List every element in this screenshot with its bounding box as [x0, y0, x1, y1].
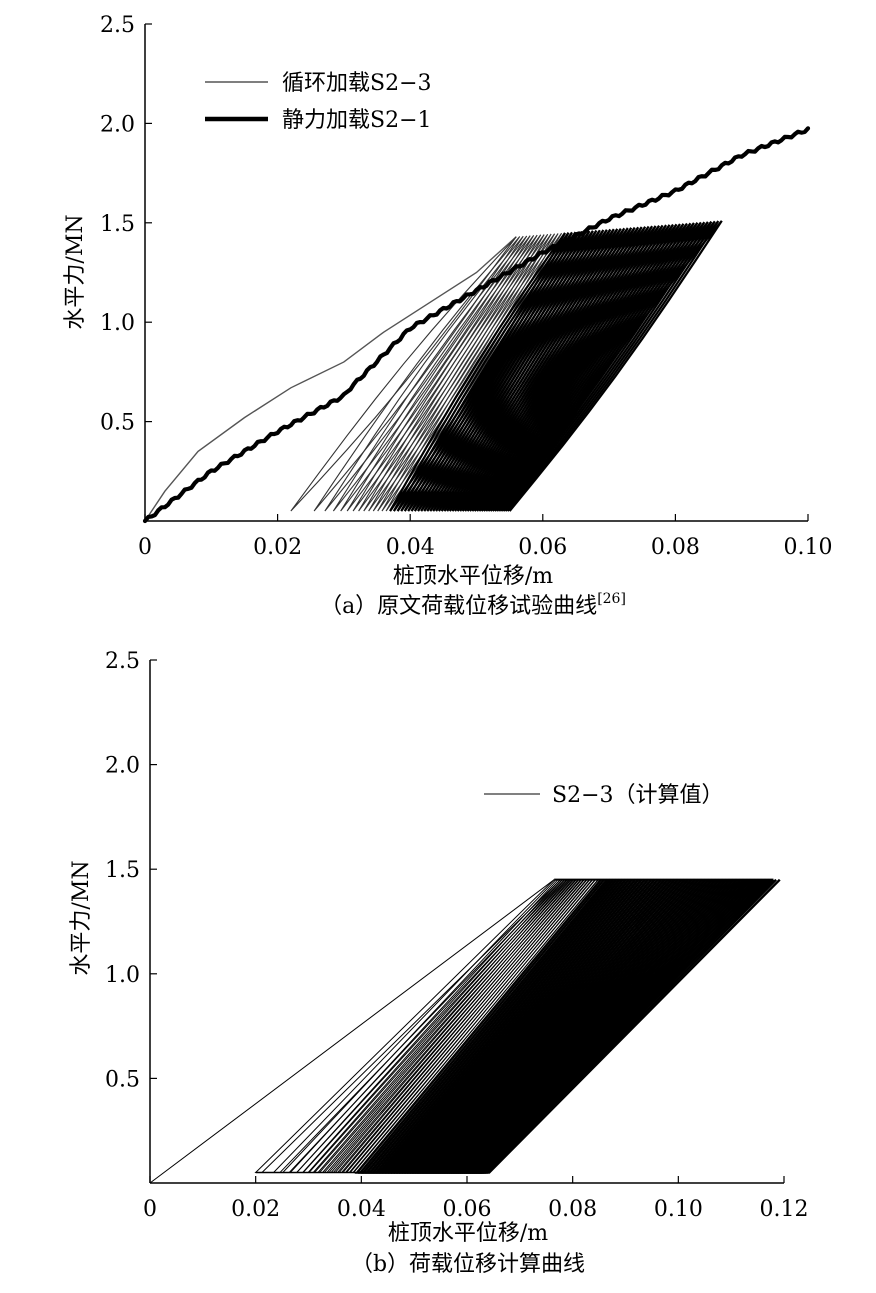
chart-a-marks	[142, 126, 811, 524]
chart-b-x-tick-label: 0.02	[231, 1197, 280, 1222]
chart-a-cyclic-loop-line	[426, 229, 605, 512]
chart-b-y-tick-label: 2.5	[105, 649, 140, 674]
chart-a-cyclic-loop-line	[324, 235, 524, 512]
chart-b-load-displacement-computed: 0 0.02 0.04 0.06 0.08 0.10 0.12 0.5 1.0 1.5 2.0 2.5…	[69, 649, 808, 1277]
chart-a-caption: （a）原文荷载位移试验曲线[26]	[320, 591, 626, 619]
chart-b-y-tick-label: 0.5	[105, 1067, 140, 1092]
chart-b-x-tick-label: 0	[143, 1197, 157, 1222]
chart-a-y-axis-label: 水平力/MN	[63, 214, 88, 329]
chart-b-x-tick-label: 0.06	[443, 1197, 492, 1222]
chart-a-static-loading-line	[142, 126, 811, 524]
chart-b-y-axis-label: 水平力/MN	[69, 860, 94, 975]
chart-a-cyclic-loop-line	[500, 221, 709, 512]
chart-a-caption-ref: [26]	[597, 591, 626, 607]
chart-a-cyclic-loop-line	[429, 229, 608, 512]
chart-a-cyclic-loop-line	[313, 236, 521, 512]
chart-b-legend: S2−3（计算值）	[484, 783, 724, 808]
chart-b-first-loading-line	[149, 879, 555, 1184]
chart-a-x-tick-label: 0.10	[784, 535, 833, 560]
chart-a-y-tick-label: 2.5	[100, 13, 135, 38]
chart-a-x-tick-label: 0.08	[651, 535, 700, 560]
chart-a-cyclic-loop-line	[504, 220, 716, 512]
chart-b-x-tick-label: 0.04	[337, 1197, 386, 1222]
chart-a-y-tick-label: 2.0	[100, 112, 135, 137]
chart-a-cyclic-loop-line	[332, 235, 528, 512]
chart-a-caption-text: （a）原文荷载位移试验曲线	[320, 594, 597, 619]
chart-a-x-axis-label: 桩顶水平位移/m	[393, 564, 553, 589]
chart-a-load-displacement-test: 0 0.02 0.04 0.06 0.08 0.10 0.5 1.0 1.5 2.0 2.5 桩顶水…	[63, 13, 832, 619]
chart-b-x-tick-label: 0.12	[760, 1197, 809, 1222]
chart-a-legend-label-cyclic: 循环加载S2−3	[282, 71, 432, 96]
chart-b-ticks: 0 0.02 0.04 0.06 0.08 0.10 0.12 0.5 1.0 1.5 2.0 2.5	[105, 649, 808, 1222]
chart-a-cyclic-loop-line	[502, 220, 713, 512]
chart-a-cyclic-loop-line	[498, 221, 706, 512]
chart-a-y-tick-label: 0.5	[100, 411, 135, 436]
chart-a-y-tick-label: 1.0	[100, 311, 135, 336]
chart-b-cycle-line	[479, 878, 781, 1174]
chart-a-cyclic-first-loading-line	[144, 236, 517, 522]
chart-a-x-tick-label: 0	[138, 535, 152, 560]
chart-a-ticks: 0 0.02 0.04 0.06 0.08 0.10 0.5 1.0 1.5 2.0 2.5	[100, 13, 832, 560]
chart-a-cyclic-loop-line	[413, 230, 591, 512]
chart-b-legend-label: S2−3（计算值）	[552, 783, 724, 808]
chart-b-y-tick-label: 2.0	[105, 754, 140, 779]
chart-b-marks	[149, 878, 781, 1184]
chart-a-cyclic-loop-line	[423, 229, 601, 512]
chart-a-cyclic-loop-line	[290, 236, 517, 512]
chart-a-legend: 循环加载S2−3 静力加载S2−1	[205, 71, 432, 133]
chart-b-x-tick-label: 0.10	[654, 1197, 703, 1222]
chart-b-x-axis-label: 桩顶水平位移/m	[388, 1221, 548, 1246]
chart-a-cyclic-loop-line	[506, 220, 720, 512]
chart-a-x-tick-label: 0.06	[518, 535, 567, 560]
chart-b-y-tick-label: 1.5	[105, 858, 140, 883]
chart-a-cyclic-loop-line	[417, 230, 594, 512]
chart-b-x-tick-label: 0.08	[548, 1197, 597, 1222]
chart-a-cyclic-loop-line	[420, 229, 598, 512]
chart-a-y-tick-label: 1.5	[100, 212, 135, 237]
chart-a-x-tick-label: 0.04	[386, 535, 435, 560]
chart-b-y-tick-label: 1.0	[105, 963, 140, 988]
chart-a-cyclic-loop-line	[340, 235, 531, 512]
chart-a-cyclic-loop-line	[508, 220, 723, 512]
chart-a-x-tick-label: 0.02	[253, 535, 302, 560]
chart-a-legend-label-static: 静力加载S2−1	[282, 108, 432, 133]
chart-b-caption: （b）荷载位移计算曲线	[351, 1252, 585, 1277]
